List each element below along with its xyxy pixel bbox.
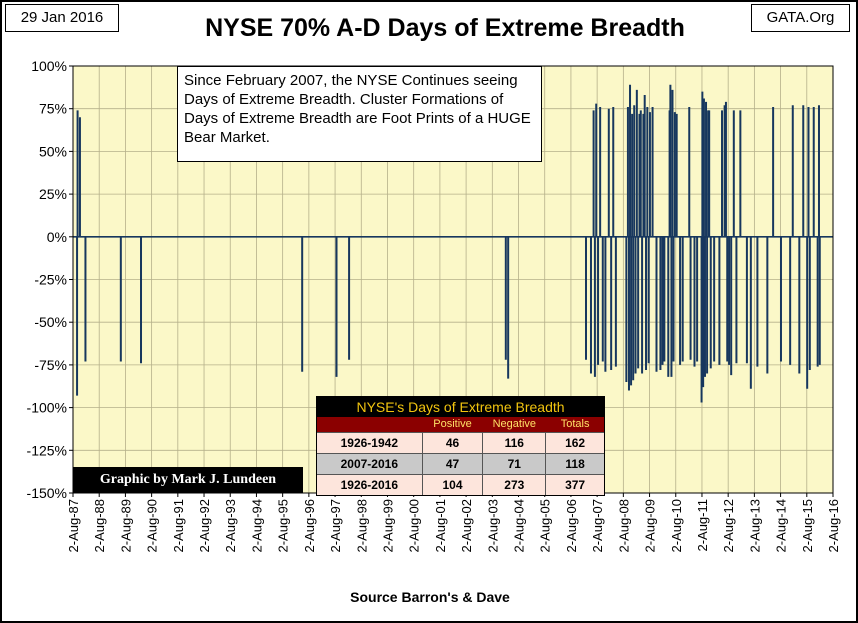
header-positive: Positive	[423, 417, 484, 432]
x-tick-label: 2-Aug-06	[564, 499, 579, 552]
table-row: 1926-2016 104 273 377	[317, 474, 604, 495]
y-tick-label: -125%	[27, 442, 67, 458]
x-tick-label: 2-Aug-05	[538, 499, 553, 552]
y-tick-label: -25%	[34, 272, 67, 288]
x-tick-label: 2-Aug-00	[407, 499, 422, 552]
y-axis-ticks: 100% 75% 50% 25% 0% -25% -50% -75% -100% -125% -15…	[27, 58, 73, 501]
x-tick-label: 2-Aug-87	[66, 499, 81, 552]
x-axis-ticks: 2-Aug-87 2-Aug-88 2-Aug-89 2-Aug-90 2-Aug-91…	[66, 493, 841, 552]
y-tick-label: 100%	[31, 58, 67, 74]
y-tick-label: -150%	[27, 485, 67, 501]
x-tick-label: 2-Aug-98	[354, 499, 369, 552]
period-cell: 2007-2016	[317, 454, 423, 474]
y-tick-label: -75%	[34, 357, 67, 373]
x-tick-label: 2-Aug-96	[302, 499, 317, 552]
x-tick-label: 2-Aug-13	[747, 499, 762, 552]
negative-cell: 116	[483, 433, 547, 453]
y-tick-label: 0%	[47, 229, 67, 245]
x-tick-label: 2-Aug-07	[590, 499, 605, 552]
totals-cell: 118	[565, 457, 585, 471]
x-tick-label: 2-Aug-03	[485, 499, 500, 552]
stats-table: NYSE's Days of Extreme Breadth Positive …	[316, 396, 605, 496]
header-negative: Negative	[483, 417, 547, 432]
chart-title: NYSE 70% A-D Days of Extreme Breadth	[205, 14, 685, 42]
x-tick-label: 2-Aug-16	[826, 499, 841, 552]
annotation-box: Since February 2007, the NYSE Continues …	[177, 66, 542, 162]
x-tick-label: 2-Aug-08	[616, 499, 631, 552]
x-tick-label: 2-Aug-15	[800, 499, 815, 552]
x-tick-label: 2-Aug-02	[459, 499, 474, 552]
table-row: 2007-2016 47 71 118	[317, 453, 604, 474]
data-bars	[73, 84, 833, 403]
positive-cell: 104	[423, 475, 484, 495]
stats-table-title: NYSE's Days of Extreme Breadth	[317, 397, 604, 417]
header-totals: Totals	[560, 418, 590, 430]
x-tick-label: 2-Aug-94	[249, 499, 264, 552]
x-tick-label: 2-Aug-09	[643, 499, 658, 552]
x-tick-label: 2-Aug-99	[380, 499, 395, 552]
positive-cell: 47	[423, 454, 484, 474]
y-tick-label: -50%	[34, 314, 67, 330]
x-tick-label: 2-Aug-10	[669, 499, 684, 552]
x-tick-label: 2-Aug-92	[197, 499, 212, 552]
x-tick-label: 2-Aug-11	[695, 499, 710, 552]
x-tick-label: 2-Aug-97	[328, 499, 343, 552]
totals-cell: 162	[565, 436, 586, 450]
x-tick-label: 2-Aug-01	[433, 499, 448, 552]
table-row: 1926-1942 46 116 162	[317, 432, 604, 453]
y-tick-label: 50%	[39, 143, 67, 159]
x-tick-label: 2-Aug-14	[774, 499, 789, 552]
positive-cell: 46	[423, 433, 484, 453]
y-tick-label: -100%	[27, 400, 67, 416]
y-tick-label: 75%	[39, 101, 67, 117]
x-axis-label: Source Barron's & Dave	[350, 589, 510, 605]
x-tick-label: 2-Aug-91	[171, 499, 186, 552]
x-tick-label: 2-Aug-95	[276, 499, 291, 552]
header-cell	[317, 417, 423, 432]
x-tick-label: 2-Aug-04	[512, 499, 527, 552]
y-tick-label: 25%	[39, 186, 67, 202]
negative-cell: 71	[483, 454, 547, 474]
negative-cell: 273	[483, 475, 547, 495]
totals-cell: 377	[565, 478, 586, 492]
period-cell: 1926-2016	[317, 475, 423, 495]
x-tick-label: 2-Aug-93	[223, 499, 238, 552]
credit-label: Graphic by Mark J. Lundeen	[73, 467, 303, 493]
site-label: GATA.Org	[751, 4, 850, 32]
x-tick-label: 2-Aug-88	[92, 499, 107, 552]
period-cell: 1926-1942	[317, 433, 423, 453]
date-label: 29 Jan 2016	[5, 4, 119, 32]
x-tick-label: 2-Aug-12	[721, 499, 736, 552]
stats-table-header: Positive Negative Totals	[317, 417, 604, 432]
x-tick-label: 2-Aug-89	[118, 499, 133, 552]
x-tick-label: 2-Aug-90	[145, 499, 160, 552]
